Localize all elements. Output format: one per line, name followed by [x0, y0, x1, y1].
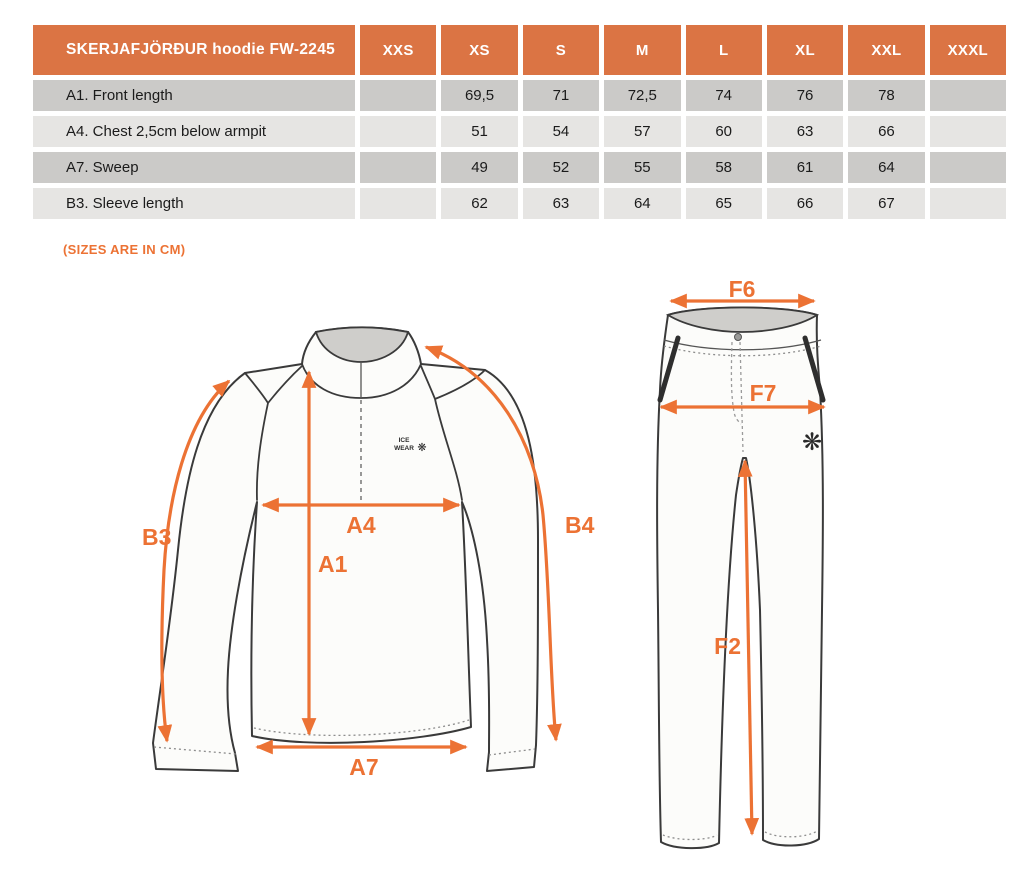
size-value-cell: 63 [766, 116, 844, 147]
size-column-header-xxs: XXS [360, 25, 437, 75]
size-value-cell: 67 [848, 188, 925, 219]
size-value-cell: 74 [685, 80, 762, 111]
b4-label: B4 [565, 512, 595, 538]
right-pocket-opening [802, 335, 826, 403]
f2-arrow [737, 459, 760, 836]
measurement-label: A4. Chest 2,5cm below armpit [33, 116, 355, 147]
size-column-header-xs: XS [441, 25, 518, 75]
size-column-header-xxl: XXL [848, 25, 925, 75]
size-value-cell: 54 [522, 116, 600, 147]
size-value-cell: 49 [441, 152, 518, 183]
a1-label: A1 [318, 551, 348, 577]
size-column-header-m: M [604, 25, 681, 75]
size-value-cell: 61 [766, 152, 844, 183]
f7-label: F7 [750, 380, 777, 406]
fly-center-seam [739, 341, 744, 453]
left-pocket-opening [657, 335, 681, 403]
left-raglan-seam [244, 365, 303, 501]
size-value-cell [929, 188, 1006, 219]
waistband-stitch [663, 345, 822, 357]
size-value-cell: 64 [848, 152, 925, 183]
size-value-cell [360, 152, 437, 183]
collar-opening [314, 326, 410, 363]
brand-logo-snowflake-icon: ❋ [417, 442, 426, 454]
hoodie-measurement-diagram: ICE WEAR ❋ B3 A4 A1 A7 B4 [142, 326, 595, 780]
b4-arrow [424, 345, 562, 742]
brand-logo-text-line1: ICE [399, 437, 411, 444]
size-value-cell: 55 [604, 152, 681, 183]
fly-stitch [730, 341, 742, 425]
f6-label: F6 [729, 280, 756, 302]
a7-label: A7 [349, 754, 378, 780]
size-chart-table: SKERJAFJÖRÐUR hoodie FW-2245 XXS XS S M … [33, 25, 1006, 219]
measurement-label: A7. Sweep [33, 152, 355, 183]
snowflake-icon: ❋ [802, 429, 822, 456]
size-value-cell: 69,5 [441, 80, 518, 111]
size-value-cell: 66 [848, 116, 925, 147]
size-value-cell [929, 116, 1006, 147]
b3-arrow [157, 379, 231, 743]
b3-label: B3 [142, 524, 171, 550]
size-value-cell: 78 [848, 80, 925, 111]
size-value-cell [929, 80, 1006, 111]
size-column-header-s: S [522, 25, 600, 75]
pants-measurement-diagram: ❋ F6 F7 F2 [656, 280, 826, 850]
size-column-header-xxxl: XXXL [929, 25, 1006, 75]
waist-button [734, 333, 742, 341]
size-value-cell: 58 [685, 152, 762, 183]
left-hem-stitch [662, 834, 718, 841]
measurement-label: A1. Front length [33, 80, 355, 111]
size-value-cell: 57 [604, 116, 681, 147]
size-value-cell: 66 [766, 188, 844, 219]
size-value-cell [360, 80, 437, 111]
hoodie-outline [152, 326, 539, 772]
a4-label: A4 [346, 512, 376, 538]
product-name-header: SKERJAFJÖRÐUR hoodie FW-2245 [33, 25, 355, 75]
size-value-cell: 63 [522, 188, 600, 219]
size-value-cell: 72,5 [604, 80, 681, 111]
size-value-cell: 65 [685, 188, 762, 219]
size-column-header-l: L [685, 25, 762, 75]
size-value-cell: 62 [441, 188, 518, 219]
pants-outline [656, 306, 824, 850]
size-value-cell: 76 [766, 80, 844, 111]
size-value-cell: 71 [522, 80, 600, 111]
size-column-header-xl: XL [766, 25, 844, 75]
size-value-cell: 64 [604, 188, 681, 219]
size-value-cell: 51 [441, 116, 518, 147]
f2-label: F2 [714, 633, 741, 659]
sizes-note: (SIZES ARE IN CM) [63, 242, 186, 257]
size-value-cell [360, 116, 437, 147]
size-value-cell [360, 188, 437, 219]
measurement-label: B3. Sleeve length [33, 188, 355, 219]
size-value-cell [929, 152, 1006, 183]
size-value-cell: 52 [522, 152, 600, 183]
left-cuff-stitch [153, 746, 237, 755]
brand-logo-text-line2: WEAR [394, 445, 414, 452]
size-value-cell: 60 [685, 116, 762, 147]
